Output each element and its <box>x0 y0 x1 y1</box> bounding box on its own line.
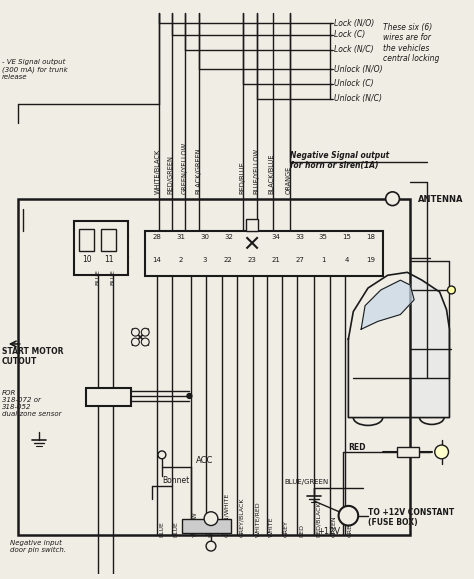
Text: BLUE: BLUE <box>159 522 164 537</box>
Text: 14: 14 <box>153 256 162 263</box>
Circle shape <box>447 286 456 294</box>
Polygon shape <box>361 280 414 329</box>
Text: GREEN: GREEN <box>332 516 337 537</box>
Text: 34: 34 <box>272 234 280 240</box>
Text: GREEN/WHITE: GREEN/WHITE <box>224 493 229 537</box>
Text: 30: 30 <box>200 234 209 240</box>
Bar <box>101 229 116 251</box>
Text: +12V: +12V <box>317 527 340 537</box>
Text: Negative input
door pin switch.: Negative input door pin switch. <box>10 540 66 554</box>
Text: 19: 19 <box>366 256 375 263</box>
Text: WHITE: WHITE <box>269 517 274 537</box>
Text: GREEN: GREEN <box>347 516 352 537</box>
Text: 33: 33 <box>295 234 304 240</box>
Text: Lock (N/O): Lock (N/O) <box>334 19 374 28</box>
Text: ORANGE: ORANGE <box>285 166 292 194</box>
Text: GREY/BLACK: GREY/BLACK <box>239 498 245 537</box>
Text: GREY: GREY <box>283 521 289 537</box>
Text: Bonnet: Bonnet <box>162 477 189 485</box>
Text: ANTENNA: ANTENNA <box>418 195 464 204</box>
Circle shape <box>141 328 149 336</box>
Text: BLUE/GREEN: BLUE/GREEN <box>284 479 329 485</box>
Text: 18: 18 <box>366 234 375 240</box>
Text: 10: 10 <box>82 255 92 263</box>
Text: WHITE/RED: WHITE/RED <box>255 501 260 537</box>
Text: START MOTOR
CUTOUT: START MOTOR CUTOUT <box>2 347 64 367</box>
Text: 11: 11 <box>104 255 114 263</box>
Text: 32: 32 <box>224 234 233 240</box>
Text: 4: 4 <box>345 256 349 263</box>
Bar <box>246 219 258 231</box>
Text: RED: RED <box>348 443 366 452</box>
Text: 21: 21 <box>272 256 280 263</box>
Text: WHITE/BLACK: WHITE/BLACK <box>155 149 161 194</box>
Text: YELLOW: YELLOW <box>193 512 198 537</box>
Bar <box>398 447 419 457</box>
Text: ACC: ACC <box>196 456 214 466</box>
Text: These six (6)
wires are for
the vehicles
central locking: These six (6) wires are for the vehicles… <box>383 23 439 63</box>
Text: BLUE: BLUE <box>173 522 179 537</box>
Text: 15: 15 <box>343 234 352 240</box>
Text: BLUE/YELLOW: BLUE/YELLOW <box>253 148 259 194</box>
Text: 3: 3 <box>202 256 207 263</box>
Text: 23: 23 <box>248 256 256 263</box>
Text: RED/GREEN: RED/GREEN <box>168 155 173 194</box>
Text: BLUE: BLUE <box>95 269 100 285</box>
Text: 22: 22 <box>224 256 233 263</box>
Text: 2: 2 <box>179 256 183 263</box>
Polygon shape <box>348 272 449 417</box>
Circle shape <box>206 541 216 551</box>
Text: BLACK/GREEN: BLACK/GREEN <box>195 147 201 194</box>
Text: GREEN/YELLOW: GREEN/YELLOW <box>182 142 187 194</box>
Bar <box>145 231 383 276</box>
Text: 31: 31 <box>176 234 185 240</box>
Circle shape <box>131 338 139 346</box>
Circle shape <box>386 192 400 206</box>
Text: Negative Signal output
for horn or siren(1A): Negative Signal output for horn or siren… <box>290 151 389 170</box>
Circle shape <box>187 394 192 398</box>
Text: 35: 35 <box>319 234 328 240</box>
Circle shape <box>158 451 166 459</box>
Text: RED/BLUE: RED/BLUE <box>239 161 246 194</box>
Text: Lock (N/C): Lock (N/C) <box>334 45 374 54</box>
Text: 27: 27 <box>295 256 304 263</box>
Bar <box>18 199 410 536</box>
Text: BLUE: BLUE <box>110 269 115 285</box>
Text: Unlock (N/O): Unlock (N/O) <box>334 65 383 74</box>
Circle shape <box>338 506 358 526</box>
Text: - VE Signal output
(300 mA) for trunk
release: - VE Signal output (300 mA) for trunk re… <box>2 60 68 80</box>
Text: RED/BLACK: RED/BLACK <box>316 501 321 537</box>
Text: FOR
318-072 or
318-052
dual zone sensor: FOR 318-072 or 318-052 dual zone sensor <box>2 390 62 417</box>
Bar <box>80 229 94 251</box>
Text: BLACK: BLACK <box>208 517 213 537</box>
Circle shape <box>204 512 218 526</box>
Text: Unlock (N/C): Unlock (N/C) <box>334 94 382 103</box>
Text: RED: RED <box>299 525 304 537</box>
Circle shape <box>435 445 448 459</box>
Text: 28: 28 <box>153 234 162 240</box>
Text: Lock (C): Lock (C) <box>334 30 365 39</box>
Circle shape <box>131 328 139 336</box>
Text: BLACK/BLUE: BLACK/BLUE <box>269 153 275 194</box>
Bar <box>86 388 130 406</box>
Circle shape <box>141 338 149 346</box>
Bar <box>182 519 231 533</box>
Text: 1: 1 <box>321 256 326 263</box>
Bar <box>73 221 128 275</box>
Text: Unlock (C): Unlock (C) <box>334 79 374 89</box>
Text: TO +12V CONSTANT
(FUSE BOX): TO +12V CONSTANT (FUSE BOX) <box>368 508 454 527</box>
